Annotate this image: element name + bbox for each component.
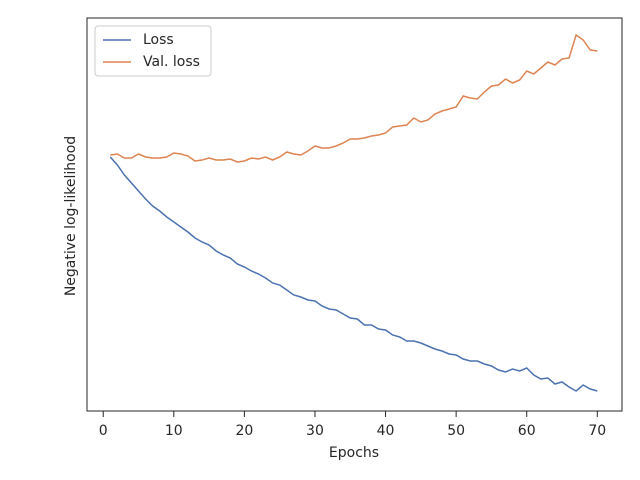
line	[110, 33, 598, 163]
legend-label: Val. loss	[143, 54, 200, 70]
x-tick-label: 30	[306, 423, 324, 439]
x-tick-label: 70	[588, 423, 606, 439]
x-tick-label: 40	[377, 423, 395, 439]
plot-frame	[86, 17, 623, 412]
x-tick-label: 20	[235, 423, 253, 439]
x-tick-label: 50	[447, 423, 465, 439]
x-tick-label: 60	[518, 423, 536, 439]
legend-box	[94, 25, 212, 77]
x-tick-label: 10	[165, 423, 183, 439]
legend-label: Loss	[143, 32, 174, 48]
x-axis-label: Epochs	[329, 445, 379, 461]
line	[109, 156, 598, 392]
y-axis-label: Negative log-likelihood	[63, 136, 79, 296]
x-tick-label: 0	[99, 423, 108, 439]
